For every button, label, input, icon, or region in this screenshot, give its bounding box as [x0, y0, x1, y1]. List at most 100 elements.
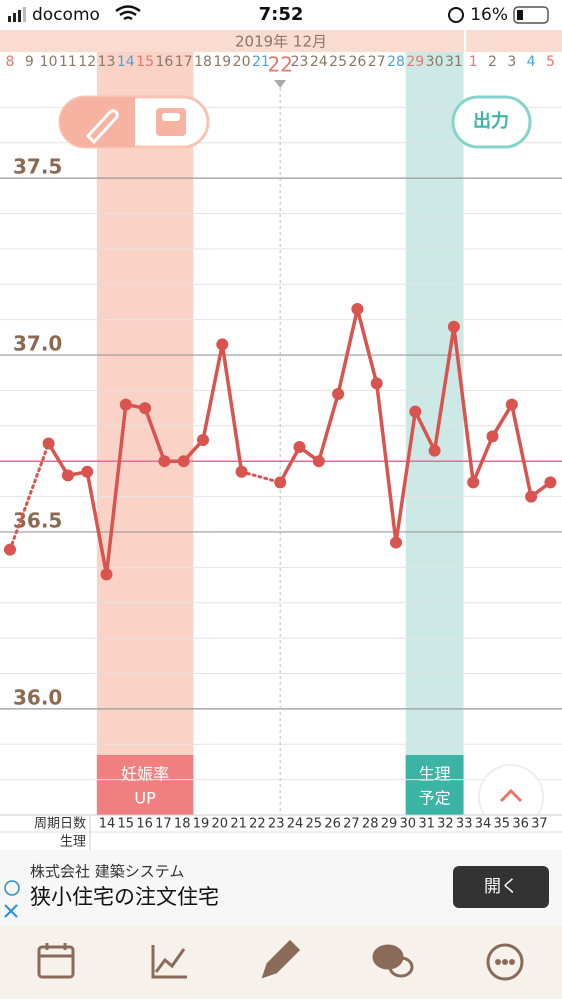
today-marker — [274, 80, 287, 88]
period-row-label: 生理 — [60, 835, 86, 850]
signal-icon — [8, 7, 26, 22]
status-bar — [0, 0, 562, 30]
x-tick-label: 17 — [175, 54, 193, 70]
cycle-day: 32 — [437, 817, 454, 832]
x-tick-label: 28 — [387, 54, 405, 70]
temperature-point — [505, 398, 518, 411]
export-label[interactable]: 出力 — [473, 110, 509, 132]
chevron-up — [499, 788, 523, 803]
more-tab[interactable] — [486, 943, 524, 981]
cycle-day: 35 — [494, 817, 511, 832]
x-tick-label: 30 — [426, 54, 444, 70]
temperature-point — [293, 441, 306, 454]
x-tick-label: 4 — [527, 54, 536, 70]
cycle-day: 27 — [343, 817, 360, 832]
x-tick-label: 11 — [59, 54, 77, 70]
ad-open-label[interactable]: 開く — [484, 877, 518, 897]
cycle-day: 37 — [531, 817, 548, 832]
scale-dial — [162, 113, 180, 121]
cycle-row-label: 周期日数 — [34, 817, 86, 832]
temperature-point — [81, 465, 94, 478]
ad-headline[interactable]: 狭小住宅の注文住宅 — [30, 885, 219, 909]
x-tick-label: 1 — [469, 54, 478, 70]
cycle-day: 29 — [381, 817, 398, 832]
cycle-day: 28 — [362, 817, 379, 832]
cycle-day: 25 — [306, 817, 323, 832]
export-button[interactable] — [451, 95, 532, 149]
cycle-day: 22 — [249, 817, 266, 832]
x-tick-label: 2 — [488, 54, 497, 70]
gap-bridge — [8, 442, 51, 552]
temperature-point — [42, 437, 55, 450]
cycle-day: 24 — [287, 817, 304, 832]
x-tick-label: 9 — [25, 54, 34, 70]
cycle-day: 20 — [212, 817, 229, 832]
temperature-point — [467, 476, 480, 489]
mode-toggle[interactable] — [58, 95, 210, 149]
band-label: 予定 — [419, 789, 451, 808]
x-tick-label: 31 — [445, 54, 463, 70]
battery-text: 16% — [470, 5, 508, 25]
temperature-point — [351, 303, 364, 316]
cycle-day: 21 — [230, 817, 247, 832]
battery-level — [517, 10, 523, 20]
gap-bridge — [240, 470, 282, 484]
highlight-band — [405, 52, 464, 815]
temperature-point — [4, 543, 16, 556]
calendar-tab[interactable] — [37, 943, 75, 979]
temperature-point — [274, 476, 287, 489]
temperature-point — [525, 490, 538, 503]
temperature-point — [370, 377, 383, 390]
band-tag — [405, 755, 464, 815]
chat-tab[interactable] — [372, 944, 414, 978]
cycle-day: 26 — [324, 817, 341, 832]
temperature-point — [486, 430, 499, 443]
y-tick-label: 37.5 — [13, 155, 62, 179]
x-tick-label: 14 — [117, 54, 135, 70]
y-tick-label: 37.0 — [13, 332, 62, 356]
temperature-point — [447, 320, 460, 333]
cycle-day: 33 — [456, 817, 473, 832]
temperature-point — [312, 455, 325, 468]
temperature-point — [119, 398, 132, 411]
temperature-point — [139, 402, 152, 415]
temperature-point — [158, 455, 171, 468]
x-tick-label: 3 — [507, 54, 516, 70]
ad-close-icon[interactable] — [4, 904, 18, 918]
x-tick-label: 12 — [78, 54, 96, 70]
thermometer-tab[interactable] — [60, 97, 135, 147]
temperature-point — [332, 387, 345, 400]
x-tick-label: 21 — [252, 54, 270, 70]
cycle-day: 16 — [136, 817, 153, 832]
cycle-day: 23 — [268, 817, 285, 832]
cycle-day: 19 — [193, 817, 210, 832]
x-tick-label: 19 — [213, 54, 231, 70]
band-label: 生理 — [419, 765, 451, 784]
temperature-point — [409, 405, 422, 418]
graph-tab[interactable] — [151, 945, 187, 979]
highlight-band — [96, 52, 194, 815]
y-tick-label: 36.0 — [13, 685, 62, 709]
temperature-point — [197, 433, 209, 446]
edit-tab[interactable] — [261, 939, 301, 979]
temperature-point — [544, 476, 557, 489]
band-label: UP — [134, 789, 156, 808]
wifi-icon — [115, 5, 141, 21]
ad-info-icon[interactable] — [4, 880, 20, 896]
cycle-day: 18 — [174, 817, 191, 832]
x-tick-label: 23 — [291, 54, 309, 70]
temperature-point — [61, 469, 74, 482]
x-tick-label: 25 — [329, 54, 347, 70]
cycle-day: 36 — [512, 817, 529, 832]
temperature-point — [100, 568, 113, 581]
cycle-day: 31 — [418, 817, 435, 832]
month-label: 2019年 12月 — [235, 33, 327, 51]
scale-icon — [156, 108, 186, 136]
x-tick-label: 15 — [136, 54, 154, 70]
ad-open-button[interactable] — [453, 866, 549, 908]
band-label: 妊娠率 — [121, 765, 169, 784]
x-tick-label: 24 — [310, 54, 328, 70]
x-tick-label: 16 — [155, 54, 173, 70]
x-tick-label: 22 — [267, 53, 292, 77]
